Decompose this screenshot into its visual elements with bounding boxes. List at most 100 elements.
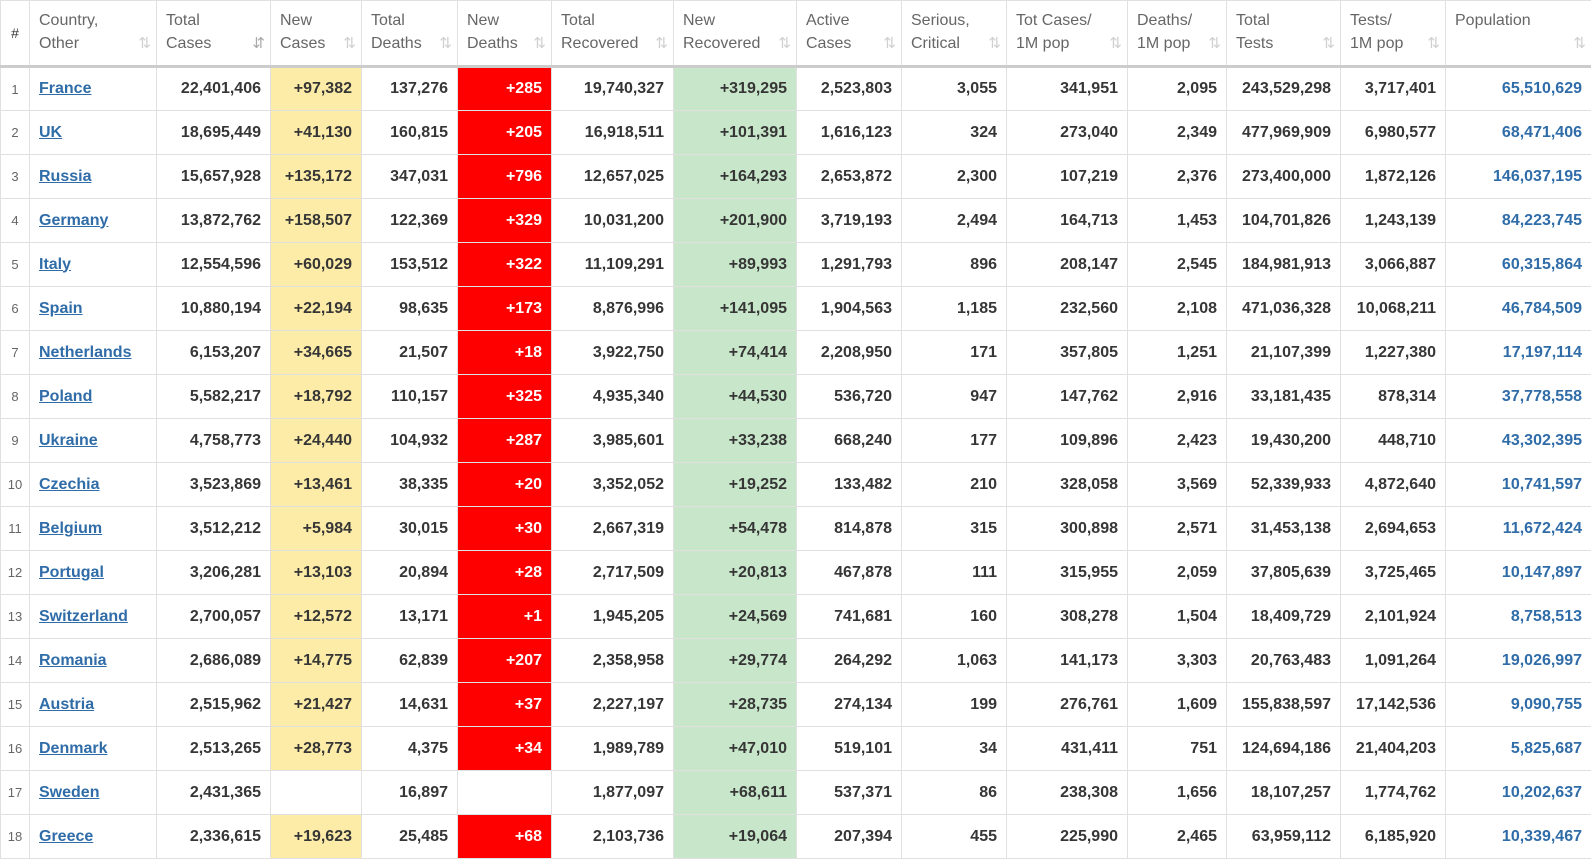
cell-tests-per-1m: 1,091,264	[1341, 639, 1446, 683]
sort-icon[interactable]: ⇅	[138, 32, 149, 55]
column-header-country[interactable]: Country,Other⇅	[30, 1, 157, 67]
country-link[interactable]: Portugal	[39, 564, 104, 581]
sort-icon[interactable]: ⇅	[1322, 32, 1333, 55]
cell-tests-per-1m: 17,142,536	[1341, 683, 1446, 727]
sort-icon[interactable]: ⇅	[439, 32, 450, 55]
cell-total-cases: 3,206,281	[157, 551, 271, 595]
cell-total-recovered: 19,740,327	[552, 67, 674, 111]
country-link[interactable]: Austria	[39, 696, 94, 713]
column-header-serious-critical[interactable]: Serious,Critical⇅	[902, 1, 1007, 67]
cell-country: Greece	[30, 815, 157, 859]
column-header-tests-per-1m[interactable]: Tests/1M pop⇅	[1341, 1, 1446, 67]
cell-idx: 4	[1, 199, 30, 243]
cell-total-recovered: 3,985,601	[552, 419, 674, 463]
sort-icon[interactable]: ⇅	[988, 32, 999, 55]
country-link[interactable]: Czechia	[39, 476, 99, 493]
sort-icon[interactable]: ⇅	[778, 32, 789, 55]
sort-icon[interactable]: ⇅	[1109, 32, 1120, 55]
column-header-label: Tests/	[1350, 9, 1438, 32]
sort-icon[interactable]: ⇅	[343, 32, 354, 55]
column-header-population[interactable]: Population⇅	[1446, 1, 1591, 67]
cell-idx: 15	[1, 683, 30, 727]
cell-total-recovered: 2,103,736	[552, 815, 674, 859]
cell-total-deaths: 13,171	[362, 595, 458, 639]
cell-deaths-per-1m: 1,656	[1128, 771, 1227, 815]
country-link[interactable]: Switzerland	[39, 608, 128, 625]
country-link[interactable]: Sweden	[39, 784, 99, 801]
cell-active-cases: 2,208,950	[797, 331, 902, 375]
column-header-label: Population	[1455, 9, 1584, 32]
cell-deaths-per-1m: 2,571	[1128, 507, 1227, 551]
sort-icon[interactable]: ⇅	[1208, 32, 1219, 55]
country-link[interactable]: Denmark	[39, 740, 107, 757]
cell-population: 37,778,558	[1446, 375, 1591, 419]
cell-new-deaths: +322	[458, 243, 552, 287]
sort-icon[interactable]: ⇅	[1427, 32, 1438, 55]
cell-population: 9,090,755	[1446, 683, 1591, 727]
country-link[interactable]: Russia	[39, 168, 91, 185]
sort-icon[interactable]: ⇅	[655, 32, 666, 55]
cell-new-cases: +5,984	[271, 507, 362, 551]
country-link[interactable]: Italy	[39, 256, 71, 273]
column-header-label: #	[11, 25, 19, 41]
cell-total-cases: 6,153,207	[157, 331, 271, 375]
column-header-idx[interactable]: #	[1, 1, 30, 67]
cell-cases-per-1m: 208,147	[1007, 243, 1128, 287]
country-link[interactable]: Greece	[39, 828, 93, 845]
country-link[interactable]: Poland	[39, 388, 92, 405]
country-link[interactable]: Romania	[39, 652, 107, 669]
column-header-label: Cases	[166, 32, 263, 55]
column-header-deaths-per-1m[interactable]: Deaths/1M pop⇅	[1128, 1, 1227, 67]
cell-total-cases: 2,515,962	[157, 683, 271, 727]
sort-icon[interactable]: ⇅	[883, 32, 894, 55]
cell-new-recovered: +141,095	[674, 287, 797, 331]
cell-new-cases: +13,461	[271, 463, 362, 507]
cell-population: 10,339,467	[1446, 815, 1591, 859]
cell-idx: 1	[1, 67, 30, 111]
country-link[interactable]: Netherlands	[39, 344, 131, 361]
cell-deaths-per-1m: 751	[1128, 727, 1227, 771]
cell-cases-per-1m: 315,955	[1007, 551, 1128, 595]
cell-total-recovered: 1,945,205	[552, 595, 674, 639]
cell-idx: 6	[1, 287, 30, 331]
cell-tests-per-1m: 21,404,203	[1341, 727, 1446, 771]
cell-serious-critical: 3,055	[902, 67, 1007, 111]
cell-serious-critical: 86	[902, 771, 1007, 815]
cell-total-recovered: 2,227,197	[552, 683, 674, 727]
column-header-label: Active	[806, 9, 894, 32]
cell-tests-per-1m: 2,101,924	[1341, 595, 1446, 639]
cell-idx: 17	[1, 771, 30, 815]
cell-cases-per-1m: 109,896	[1007, 419, 1128, 463]
column-header-cases-per-1m[interactable]: Tot Cases/1M pop⇅	[1007, 1, 1128, 67]
sort-icon[interactable]: ⇅	[1573, 32, 1584, 55]
cell-total-tests: 184,981,913	[1227, 243, 1341, 287]
cell-deaths-per-1m: 1,453	[1128, 199, 1227, 243]
country-link[interactable]: Spain	[39, 300, 83, 317]
sort-active-icon[interactable]: ⇵	[252, 32, 263, 55]
column-header-label: Cases	[806, 32, 894, 55]
country-link[interactable]: Belgium	[39, 520, 102, 537]
cell-total-deaths: 347,031	[362, 155, 458, 199]
country-link[interactable]: UK	[39, 124, 62, 141]
cell-serious-critical: 34	[902, 727, 1007, 771]
cell-new-deaths: +207	[458, 639, 552, 683]
cell-new-deaths: +37	[458, 683, 552, 727]
country-link[interactable]: France	[39, 80, 91, 97]
country-link[interactable]: Ukraine	[39, 432, 98, 449]
cell-new-cases: +12,572	[271, 595, 362, 639]
country-link[interactable]: Germany	[39, 212, 108, 229]
cell-total-deaths: 137,276	[362, 67, 458, 111]
sort-icon[interactable]: ⇅	[533, 32, 544, 55]
cell-new-cases: +34,665	[271, 331, 362, 375]
